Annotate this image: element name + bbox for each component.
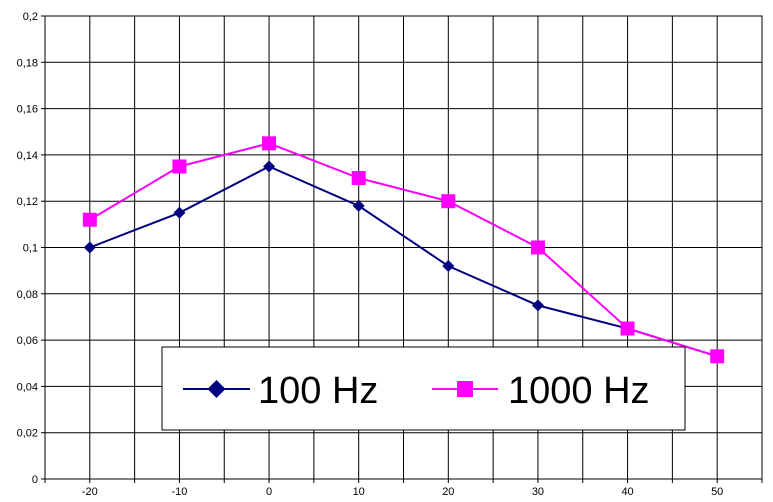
legend-square-marker <box>457 381 473 397</box>
data-point-square <box>351 171 366 186</box>
y-axis-ticks: 0 0,02 0,04 0,06 0,08 0,1 0,12 0,14 0,16 0,18 0,2 <box>17 11 45 486</box>
legend: 100 Hz 1000 Hz <box>161 346 686 431</box>
x-tick-label: -20 <box>82 486 98 498</box>
data-point-diamond <box>531 299 544 312</box>
y-tick-label: 0,18 <box>17 57 38 69</box>
y-tick-label: 0,16 <box>17 104 38 116</box>
data-point-diamond <box>263 160 276 173</box>
legend-label-100hz: 100 Hz <box>258 370 378 412</box>
x-tick-label: -10 <box>171 486 187 498</box>
x-axis-ticks: -20 -10 0 10 20 30 40 50 <box>44 479 763 498</box>
plot-border <box>44 15 763 480</box>
data-point-square <box>172 159 187 174</box>
data-point-diamond <box>173 206 186 219</box>
data-point-square <box>620 321 635 336</box>
legend-item-100hz: 100 Hz <box>183 370 378 412</box>
series-line-1 <box>89 142 718 358</box>
legend-label-1000hz: 1000 Hz <box>508 370 650 412</box>
y-tick-label: 0,08 <box>17 289 38 301</box>
data-point-square <box>262 136 277 151</box>
x-tick-label: 10 <box>353 486 365 498</box>
x-tick-label: 30 <box>532 486 544 498</box>
data-point-square <box>530 240 545 255</box>
y-tick-label: 0,12 <box>17 196 38 208</box>
series-layer <box>82 136 725 364</box>
data-point-diamond <box>352 199 365 212</box>
y-tick-label: 0,06 <box>17 335 38 347</box>
data-point-square <box>441 194 456 209</box>
y-tick-label: 0,2 <box>23 11 38 23</box>
legend-item-1000hz: 1000 Hz <box>432 370 650 412</box>
x-tick-label: 40 <box>621 486 633 498</box>
data-point-square <box>710 349 725 364</box>
y-tick-label: 0,14 <box>17 150 38 162</box>
data-point-diamond <box>83 241 96 254</box>
series-line-0 <box>89 165 718 358</box>
data-point-diamond <box>442 260 455 273</box>
legend-diamond-marker <box>207 380 226 398</box>
y-tick-label: 0,02 <box>17 428 38 440</box>
y-tick-label: 0 <box>32 474 38 486</box>
y-tick-label: 0,04 <box>17 381 38 393</box>
y-tick-label: 0,1 <box>23 243 38 255</box>
x-tick-label: 50 <box>711 486 723 498</box>
data-point-square <box>82 212 97 227</box>
x-tick-label: 0 <box>266 486 272 498</box>
x-tick-label: 20 <box>442 486 454 498</box>
